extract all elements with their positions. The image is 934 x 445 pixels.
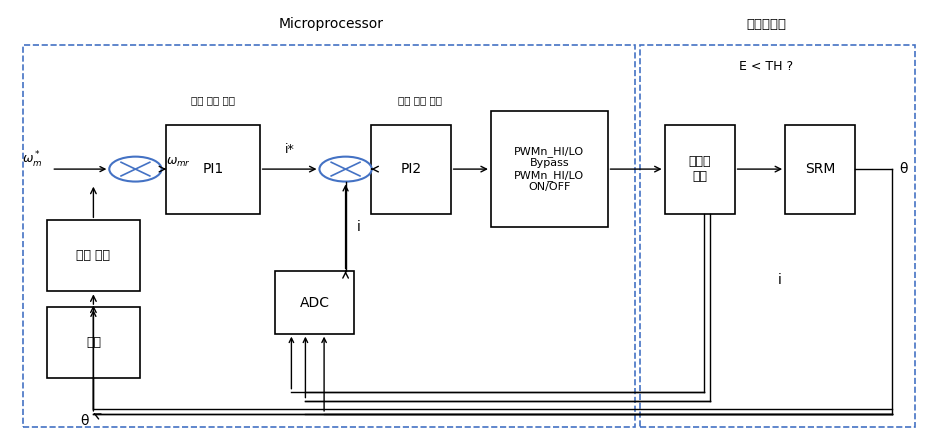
Text: i: i — [357, 219, 361, 234]
FancyBboxPatch shape — [166, 125, 260, 214]
Text: $\omega^*_m$: $\omega^*_m$ — [21, 150, 42, 170]
Text: PI2: PI2 — [401, 162, 421, 176]
Text: PWMn_HI/LO
Bypass
PWMn_HI/LO
ON/OFF: PWMn_HI/LO Bypass PWMn_HI/LO ON/OFF — [514, 146, 585, 192]
Circle shape — [109, 157, 162, 182]
Text: 스위칭
회로: 스위칭 회로 — [688, 155, 711, 183]
Text: i: i — [778, 273, 782, 287]
FancyBboxPatch shape — [47, 307, 140, 378]
Text: θ: θ — [79, 413, 89, 428]
Text: $\omega_{mr}$: $\omega_{mr}$ — [166, 156, 191, 169]
Text: SRM: SRM — [805, 162, 835, 176]
FancyBboxPatch shape — [276, 271, 355, 334]
Text: i*: i* — [285, 143, 294, 156]
Circle shape — [319, 157, 372, 182]
Text: θ: θ — [899, 162, 908, 176]
Bar — [640, 44, 915, 427]
FancyBboxPatch shape — [372, 125, 451, 214]
Text: 모터 토크 제어: 모터 토크 제어 — [398, 95, 443, 105]
Text: 모터 속도 제어: 모터 속도 제어 — [191, 95, 235, 105]
Bar — [23, 44, 635, 427]
Text: ADC: ADC — [300, 295, 330, 310]
FancyBboxPatch shape — [665, 125, 735, 214]
Text: PI1: PI1 — [203, 162, 223, 176]
Text: E < TH ?: E < TH ? — [739, 60, 793, 73]
Text: Microprocessor: Microprocessor — [279, 17, 384, 32]
Text: 속도 변환: 속도 변환 — [77, 249, 110, 263]
FancyBboxPatch shape — [47, 220, 140, 291]
Text: 스위칭회로: 스위칭회로 — [746, 18, 785, 31]
Text: 검출: 검출 — [86, 336, 101, 349]
FancyBboxPatch shape — [491, 111, 608, 227]
FancyBboxPatch shape — [785, 125, 856, 214]
